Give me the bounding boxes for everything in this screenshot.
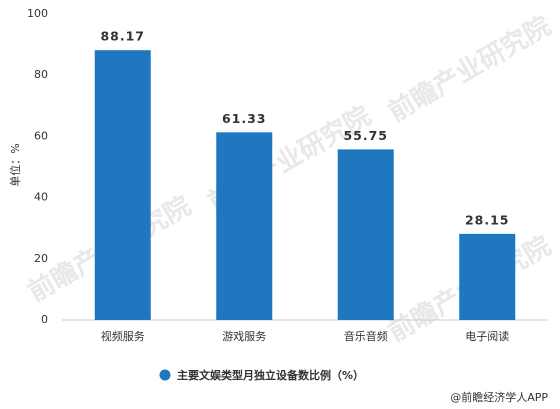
legend-label: 主要文娱类型月独立设备数比例（%） — [177, 368, 364, 382]
y-tick-label: 100 — [27, 7, 48, 20]
bar — [94, 50, 151, 320]
watermark: 前瞻产业研究院 — [383, 10, 556, 128]
x-tick-label: 电子阅读 — [465, 329, 509, 343]
y-tick-label: 0 — [41, 313, 48, 326]
bar — [216, 132, 273, 320]
y-tick-label: 20 — [34, 252, 48, 265]
legend-swatch — [159, 369, 171, 381]
x-tick-label: 游戏服务 — [222, 330, 266, 343]
y-tick-label: 40 — [34, 191, 48, 204]
bar — [337, 149, 394, 320]
x-tick-label: 音乐音频 — [344, 329, 388, 343]
value-label: 55.75 — [343, 128, 388, 143]
bar — [459, 233, 516, 320]
y-tick-label: 80 — [34, 68, 48, 81]
value-label: 61.33 — [222, 111, 267, 126]
y-tick-label: 60 — [34, 129, 48, 142]
value-label: 88.17 — [100, 29, 145, 44]
y-axis-label: 单位：% — [8, 143, 22, 186]
source: @前瞻经济学人APP — [450, 390, 548, 404]
value-label: 28.15 — [465, 212, 510, 227]
x-tick-label: 视频服务 — [101, 329, 145, 343]
